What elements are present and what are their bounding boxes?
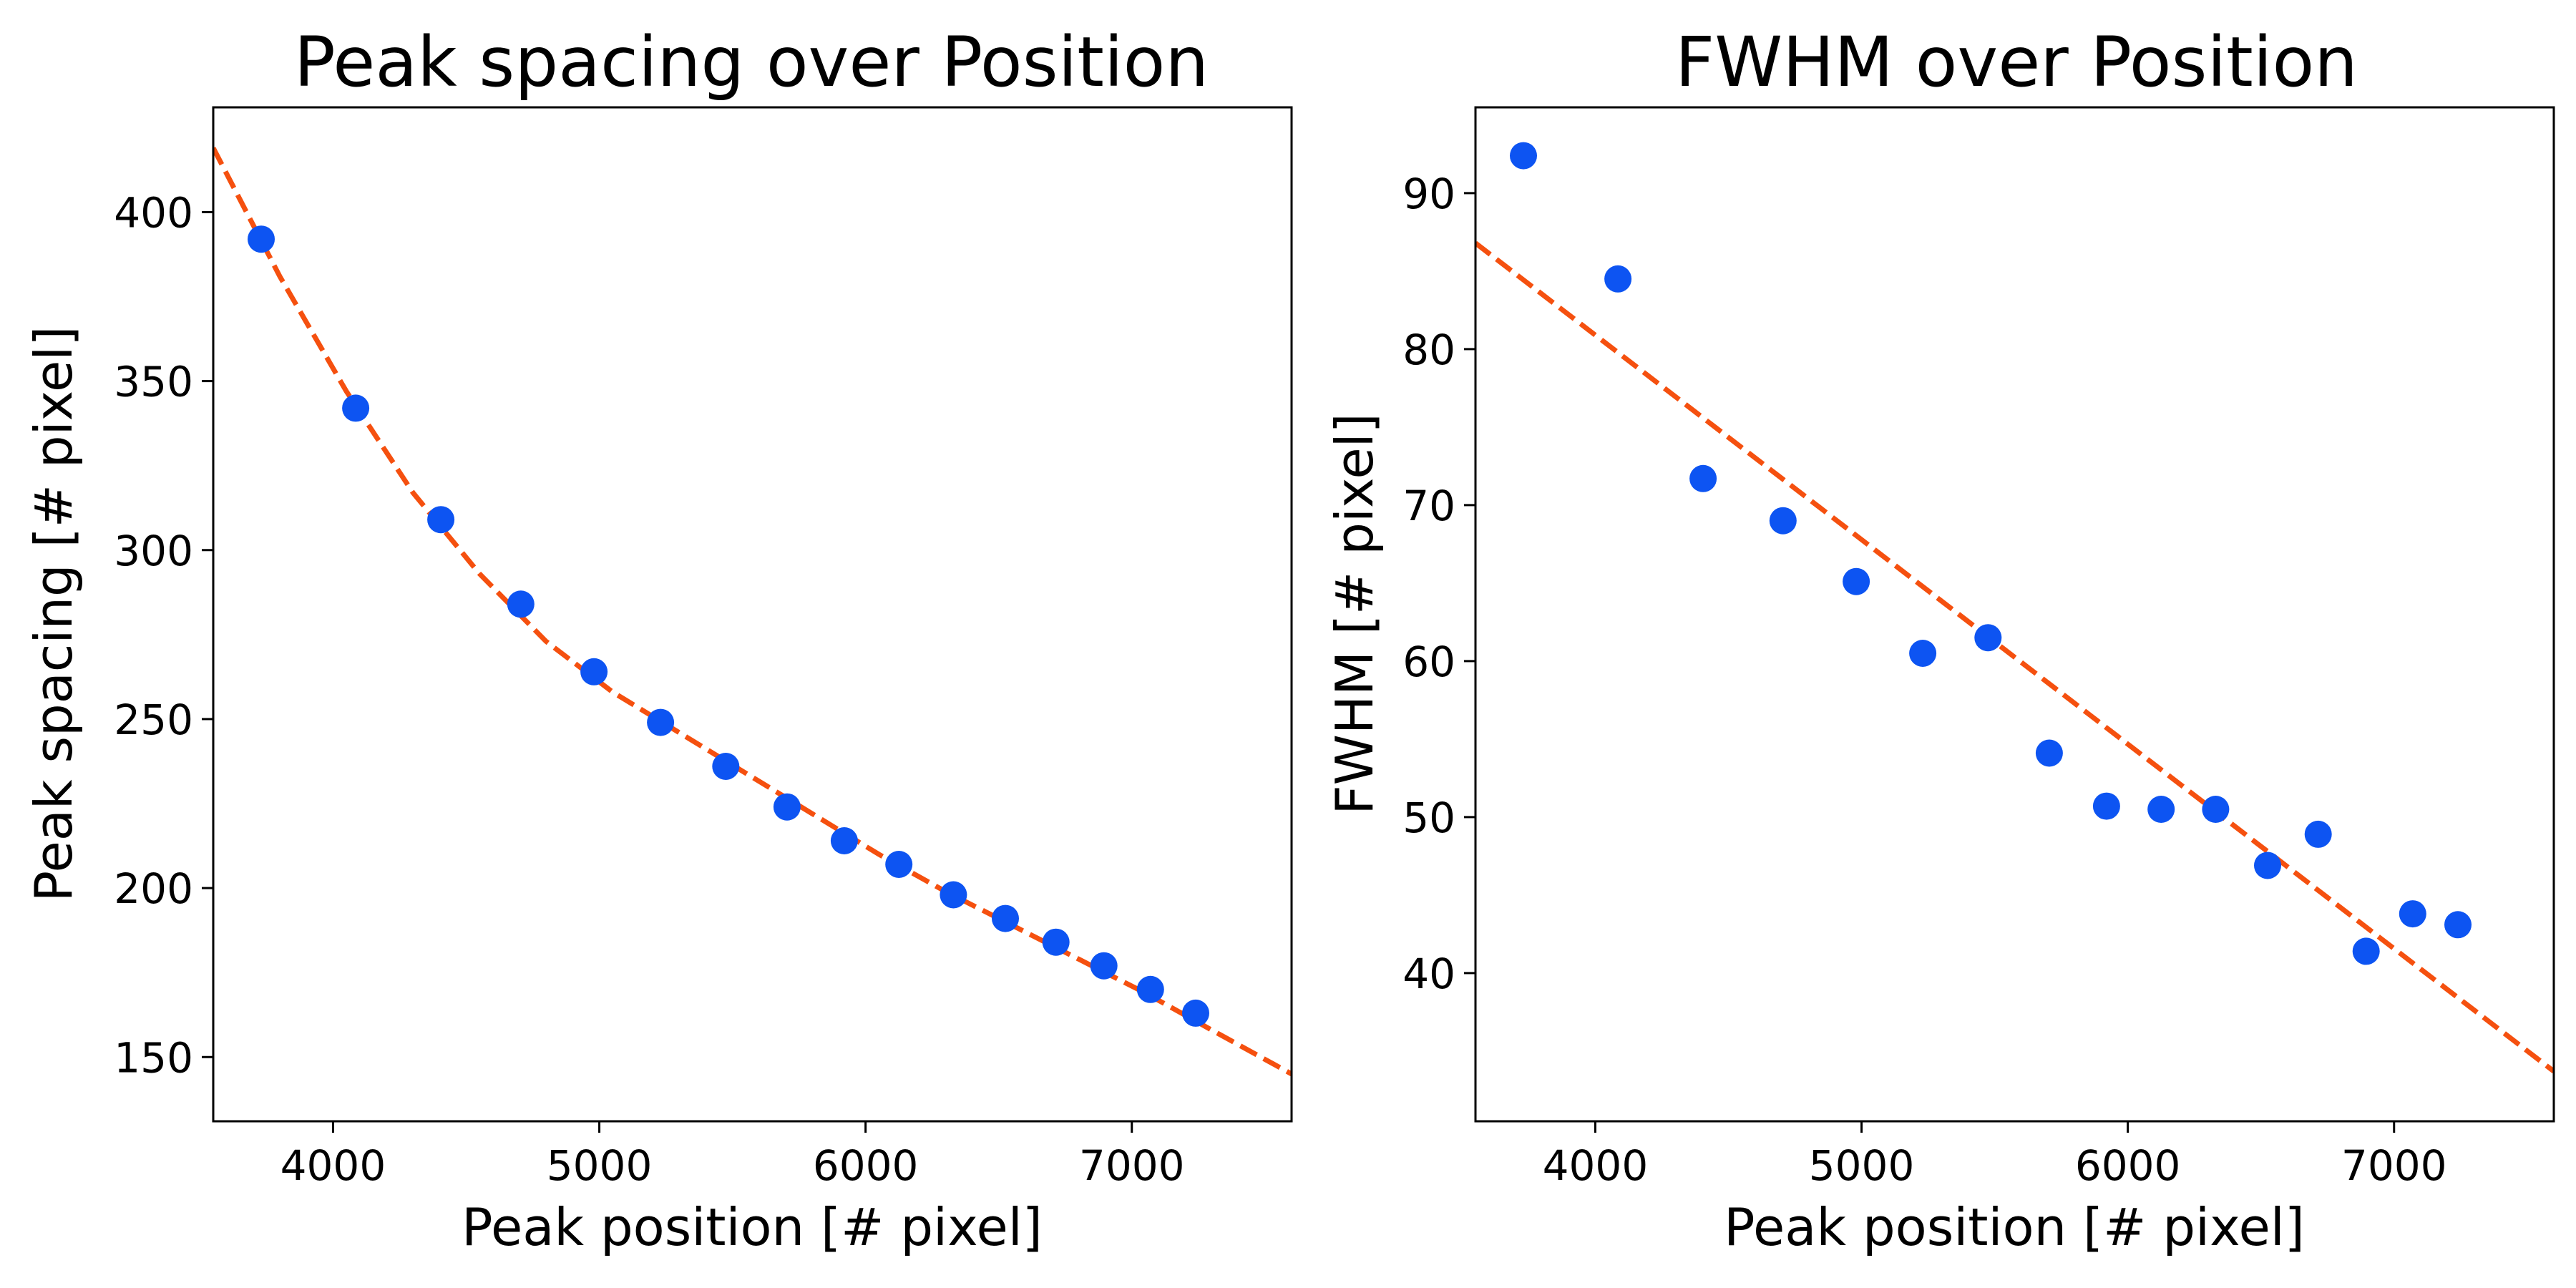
data-point xyxy=(1843,567,1870,595)
y-tick-label: 90 xyxy=(1402,170,1455,218)
data-point xyxy=(2035,739,2063,767)
x-axis-label: Peak position [# pixel] xyxy=(1724,1197,2305,1257)
data-point xyxy=(2304,820,2332,848)
y-tick-label: 400 xyxy=(114,188,193,237)
data-point xyxy=(2444,911,2472,939)
data-point xyxy=(1042,928,1070,956)
x-tick-label: 4000 xyxy=(280,1141,386,1190)
x-tick-label: 5000 xyxy=(1809,1141,1915,1190)
data-point xyxy=(507,590,535,618)
data-point xyxy=(1909,640,1937,667)
data-point xyxy=(1510,142,1537,170)
data-point xyxy=(885,851,913,878)
data-point xyxy=(580,658,608,686)
plot-area xyxy=(213,147,1292,1076)
data-point xyxy=(830,827,858,854)
data-point xyxy=(2254,852,2281,879)
data-point xyxy=(647,708,675,736)
y-tick-label: 40 xyxy=(1402,950,1455,998)
x-axis-label: Peak position [# pixel] xyxy=(462,1197,1043,1257)
data-point xyxy=(2202,796,2230,823)
tick-group: 4000 5000 6000 7000 40 50 60 70 80 90 xyxy=(1402,170,2446,1190)
data-point xyxy=(1090,952,1118,980)
panel-fwhm: FWHM over Position 4000 5000 6000 7000 40 50 6… xyxy=(1324,22,2555,1257)
series-group xyxy=(1475,142,2554,1073)
data-point xyxy=(992,904,1019,932)
data-point xyxy=(2399,900,2426,928)
y-tick-label: 150 xyxy=(114,1033,193,1082)
x-tick-label: 5000 xyxy=(547,1141,653,1190)
chart-title: FWHM over Position xyxy=(1675,22,2358,102)
axes-frame xyxy=(1474,106,2555,1123)
y-tick-label: 80 xyxy=(1402,326,1455,374)
x-tick-label: 6000 xyxy=(2075,1141,2181,1190)
y-tick-label: 70 xyxy=(1402,482,1455,530)
series-group xyxy=(213,147,1292,1076)
data-point xyxy=(2352,937,2380,965)
x-tick-label: 6000 xyxy=(813,1141,919,1190)
data-point xyxy=(427,506,455,534)
data-point xyxy=(342,394,370,422)
y-tick-label: 250 xyxy=(114,696,193,744)
data-point xyxy=(1689,464,1717,492)
plot-area xyxy=(1475,142,2554,1073)
data-point xyxy=(1604,265,1632,293)
data-point xyxy=(248,225,275,253)
x-tick-label: 7000 xyxy=(2341,1141,2447,1190)
data-point xyxy=(1182,999,1209,1027)
y-tick-label: 50 xyxy=(1402,794,1455,842)
data-point xyxy=(940,881,967,909)
data-point xyxy=(1769,507,1797,535)
y-axis-label: Peak spacing [# pixel] xyxy=(24,326,84,902)
panel-peak-spacing: Peak spacing over Position 4000 5000 6000 7… xyxy=(24,22,1293,1257)
y-tick-label: 350 xyxy=(114,358,193,406)
data-point xyxy=(1136,975,1164,1003)
tick-group: 4000 5000 6000 7000 150 200 250 300 350 400 xyxy=(114,188,1184,1190)
chart-title: Peak spacing over Position xyxy=(294,22,1209,102)
y-tick-label: 60 xyxy=(1402,638,1455,686)
fit-line xyxy=(1475,240,2554,1073)
data-point xyxy=(2092,792,2120,820)
data-point xyxy=(773,793,801,821)
axes-frame xyxy=(212,106,1293,1123)
y-axis-label: FWHM [# pixel] xyxy=(1324,413,1385,815)
data-point xyxy=(1974,624,2002,652)
x-tick-label: 7000 xyxy=(1079,1141,1185,1190)
y-tick-label: 300 xyxy=(114,527,193,575)
x-tick-label: 4000 xyxy=(1543,1141,1649,1190)
y-tick-label: 200 xyxy=(114,864,193,913)
data-point xyxy=(2147,796,2175,823)
data-point xyxy=(712,753,740,780)
